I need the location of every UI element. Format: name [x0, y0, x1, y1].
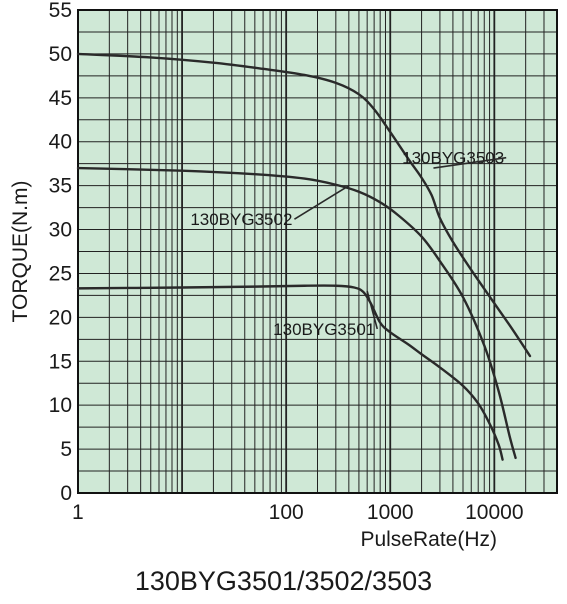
y-tick-label: 5 — [60, 438, 72, 461]
series-line-130BYG3501 — [76, 284, 504, 461]
series-label-leader — [433, 156, 507, 169]
tick-labels: 0 5 10 15 20 25 30 35 40 45 50 55 1 100 1000 10000 — [49, 0, 524, 524]
y-tick-label: 35 — [49, 175, 72, 198]
chart-title: 130BYG3501/3502/3503 — [134, 566, 433, 596]
series-label-130BYG3502: 130BYG3502 — [190, 210, 292, 229]
y-tick-label: 10 — [49, 394, 72, 417]
y-tick-label: 25 — [49, 262, 72, 285]
x-tick-label: 10000 — [465, 501, 523, 524]
series-label-leader — [293, 184, 350, 220]
y-tick-label: 55 — [49, 0, 72, 22]
y-tick-label: 30 — [49, 219, 72, 242]
series-label-leader — [366, 290, 379, 330]
y-tick-label: 50 — [49, 43, 72, 66]
y-tick-label: 45 — [49, 87, 72, 110]
x-axis-label: PulseRate(Hz) — [360, 528, 497, 551]
plot-frame — [77, 9, 558, 494]
x-tick-label: 1 — [72, 501, 84, 524]
series-label-130BYG3503: 130BYG3503 — [402, 149, 504, 168]
x-tick-label: 100 — [269, 501, 304, 524]
x-tick-label: 1000 — [367, 501, 414, 524]
series-line-130BYG3503 — [76, 52, 532, 358]
series-label-130BYG3501: 130BYG3501 — [273, 320, 375, 339]
y-axis-label: TORQUE(N.m) — [9, 181, 32, 323]
y-tick-label: 20 — [49, 306, 72, 329]
torque-chart: 130BYG3503 130BYG3502 130BYG3501 0 5 10 15 20 2… — [9, 0, 558, 551]
y-tick-label: 40 — [49, 131, 72, 154]
y-tick-label: 0 — [60, 482, 72, 505]
series-line-130BYG3502 — [76, 166, 517, 460]
grid — [77, 9, 558, 494]
curves: 130BYG3503 130BYG3502 130BYG3501 — [76, 52, 532, 461]
y-tick-label: 15 — [49, 350, 72, 373]
